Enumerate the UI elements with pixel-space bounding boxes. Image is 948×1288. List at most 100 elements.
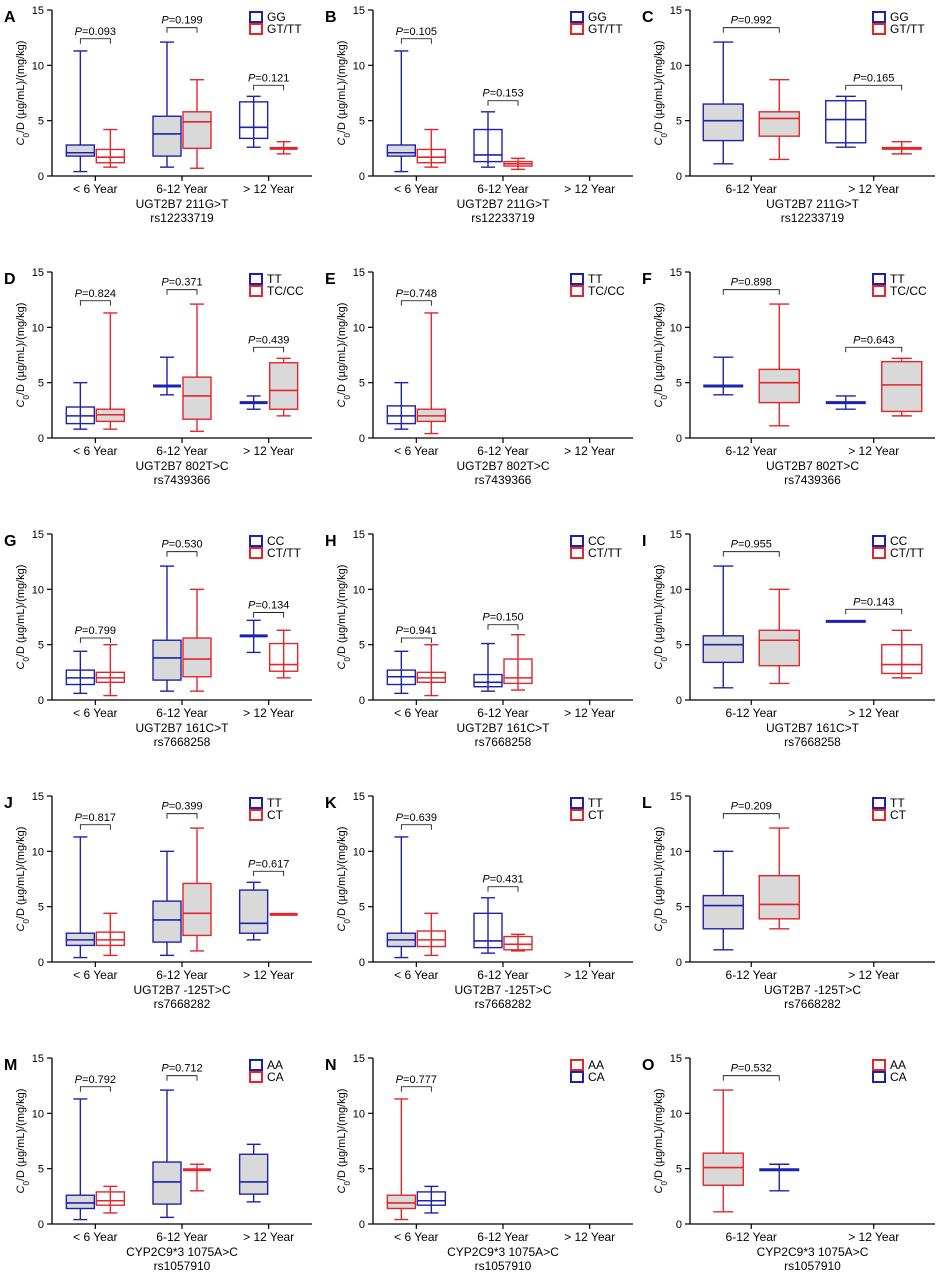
iqr-box — [416, 930, 447, 948]
iqr-box — [702, 103, 744, 142]
iqr-box — [758, 368, 800, 404]
box-ca — [416, 1185, 447, 1214]
panel-letter: I — [642, 533, 646, 550]
iqr-box — [238, 101, 269, 140]
box-ca — [95, 1185, 126, 1214]
iqr-box — [416, 148, 447, 164]
panel-letter: N — [325, 1057, 337, 1074]
legend-label: TT — [588, 796, 603, 810]
iqr-box — [386, 405, 417, 425]
y-tick-label: 0 — [676, 1219, 682, 1231]
iqr-box — [268, 362, 299, 410]
p-value-label: P=0.992 — [731, 15, 772, 27]
panel-letter: E — [325, 271, 336, 288]
y-tick-label: 0 — [359, 433, 365, 445]
x-axis-label: CYP2C9*3 1075A>C — [757, 1245, 869, 1259]
x-axis-label: UGT2B7 161C>T — [766, 721, 860, 735]
y-tick-label: 5 — [359, 378, 365, 390]
box-ca — [183, 1163, 211, 1192]
x-axis-label: UGT2B7 211G>T — [457, 197, 550, 211]
panel-F: FC0/D (µg/mL)/(mg/kg) 0 5 10 15 6-12 Year > 12… — [642, 267, 935, 487]
x-tick-label: < 6 Year — [73, 444, 117, 458]
x-tick-label: 6-12 Year — [477, 1230, 528, 1244]
legend-label: CC — [588, 534, 606, 548]
p-value-label: P=0.105 — [396, 26, 437, 38]
p-value-label: P=0.431 — [482, 874, 523, 886]
panel-A: A C0/D (µg/mL)/(mg/kg) 0 5 10 15 < 6 Year 6-12 … — [4, 5, 312, 225]
p-value-label: P=0.792 — [75, 1074, 116, 1086]
y-tick-label: 5 — [359, 1164, 365, 1176]
legend-swatch — [249, 23, 263, 35]
panel-letter: K — [325, 795, 337, 812]
y-tick-label: 5 — [38, 378, 44, 390]
iqr-box — [473, 128, 503, 163]
legend-label: GG — [588, 10, 607, 24]
p-value-label: P=0.817 — [75, 812, 116, 824]
legend-label: GT/TT — [267, 22, 302, 36]
y-axis-label: C0/D (µg/mL)/(mg/kg) — [653, 303, 669, 408]
legend-swatch — [872, 1071, 886, 1083]
y-tick-label: 5 — [676, 378, 682, 390]
y-tick-label: 0 — [359, 957, 365, 969]
iqr-box — [758, 874, 800, 920]
box-gt-tt — [269, 140, 298, 155]
p-value-label: P=0.748 — [396, 288, 437, 300]
legend-swatch — [872, 23, 886, 35]
legend-label: TC/CC — [588, 284, 625, 298]
p-bracket — [253, 870, 285, 877]
p-bracket — [79, 637, 111, 644]
x-axis-label: rs7668282 — [475, 997, 532, 1011]
x-axis-label: UGT2B7 161C>T — [135, 721, 229, 735]
legend-label: TT — [890, 796, 905, 810]
y-tick-label: 0 — [676, 957, 682, 969]
p-bracket — [722, 813, 780, 819]
panel-J: JC0/D (µg/mL)/(mg/kg) 0 5 10 15 < 6 Year 6-12 … — [4, 791, 312, 1011]
box-ct-tt — [95, 643, 126, 697]
y-tick-label: 15 — [670, 529, 682, 541]
legend-swatch — [249, 273, 263, 285]
legend-label: GT/TT — [588, 22, 623, 36]
x-axis-label: CYP2C9*3 1075A>C — [126, 1245, 238, 1259]
p-bracket — [722, 551, 780, 557]
legend-label: CA — [588, 1070, 605, 1084]
iqr-box — [881, 643, 923, 675]
x-tick-label: > 12 Year — [243, 444, 294, 458]
box-tt — [238, 881, 269, 941]
x-tick-label: < 6 Year — [73, 182, 117, 196]
box-gg — [702, 41, 744, 165]
x-axis-label: rs7439366 — [475, 473, 532, 487]
box-gt-tt — [182, 79, 212, 169]
y-tick-label: 15 — [353, 267, 365, 279]
legend-swatch — [570, 797, 584, 809]
panel-M: M C0/D (µg/mL)/(mg/kg) 0 5 10 15 < 6 Year 6-12 … — [4, 1053, 312, 1273]
p-value-label: P=0.639 — [396, 812, 437, 824]
panel-B: B C0/D (µg/mL)/(mg/kg) 0 5 10 15 < 6 Year 6-12 … — [325, 5, 633, 225]
x-tick-label: 6-12 Year — [156, 1230, 207, 1244]
p-bracket — [400, 1086, 432, 1092]
y-tick-label: 0 — [676, 695, 682, 707]
box-ct — [182, 827, 212, 952]
x-tick-label: > 12 Year — [243, 182, 294, 196]
box-tt — [473, 897, 503, 954]
box-tc-cc — [268, 357, 299, 417]
y-tick-label: 10 — [353, 584, 365, 596]
y-tick-label: 10 — [670, 846, 682, 858]
y-tick-label: 15 — [32, 5, 44, 17]
box-gt-tt — [758, 79, 800, 161]
x-axis-label: rs7439366 — [154, 473, 211, 487]
legend-label: CC — [890, 534, 908, 548]
p-bracket — [166, 551, 198, 557]
y-tick-label: 15 — [670, 267, 682, 279]
box-aa — [65, 1098, 96, 1221]
p-bracket — [79, 300, 111, 306]
y-axis-label: C0/D (µg/mL)/(mg/kg) — [336, 827, 352, 932]
p-value-label: P=0.371 — [161, 277, 202, 289]
x-axis-label: UGT2B7 -125T>C — [133, 983, 230, 997]
iqr-box — [702, 894, 744, 930]
x-tick-label: > 12 Year — [564, 182, 615, 196]
p-bracket — [400, 637, 432, 644]
legend-label: GG — [267, 10, 286, 24]
legend-label: CT — [588, 808, 605, 822]
y-tick-label: 5 — [359, 640, 365, 652]
legend-swatch — [570, 285, 584, 297]
